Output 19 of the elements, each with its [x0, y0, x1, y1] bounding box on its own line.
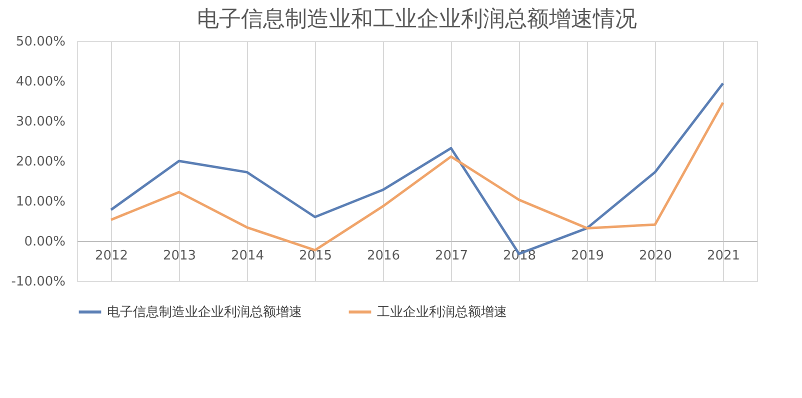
x-tick-label: 2020	[638, 248, 672, 264]
x-tick-label: 2021	[706, 248, 740, 264]
x-tick-label: 2015	[298, 248, 332, 264]
y-tick-label: 0.00%	[24, 234, 66, 250]
chart-title: 电子信息制造业和工业企业利润总额增速情况	[197, 7, 637, 32]
y-tick-label: 20.00%	[16, 154, 66, 170]
y-tick-label: -10.00%	[11, 274, 66, 290]
y-tick-label: 50.00%	[16, 34, 66, 50]
y-tick-label: 10.00%	[16, 194, 66, 210]
x-tick-label: 2019	[570, 248, 604, 264]
x-tick-label: 2017	[434, 248, 468, 264]
legend-label: 电子信息制造业企业利润总额增速	[107, 305, 302, 320]
x-tick-label: 2016	[366, 248, 400, 264]
legend-label: 工业企业利润总额增速	[377, 305, 507, 320]
x-tick-label: 2012	[94, 248, 128, 264]
x-tick-label: 2013	[162, 248, 196, 264]
y-tick-label: 30.00%	[16, 114, 66, 130]
y-tick-label: 40.00%	[16, 74, 66, 90]
x-tick-label: 2014	[230, 248, 264, 264]
